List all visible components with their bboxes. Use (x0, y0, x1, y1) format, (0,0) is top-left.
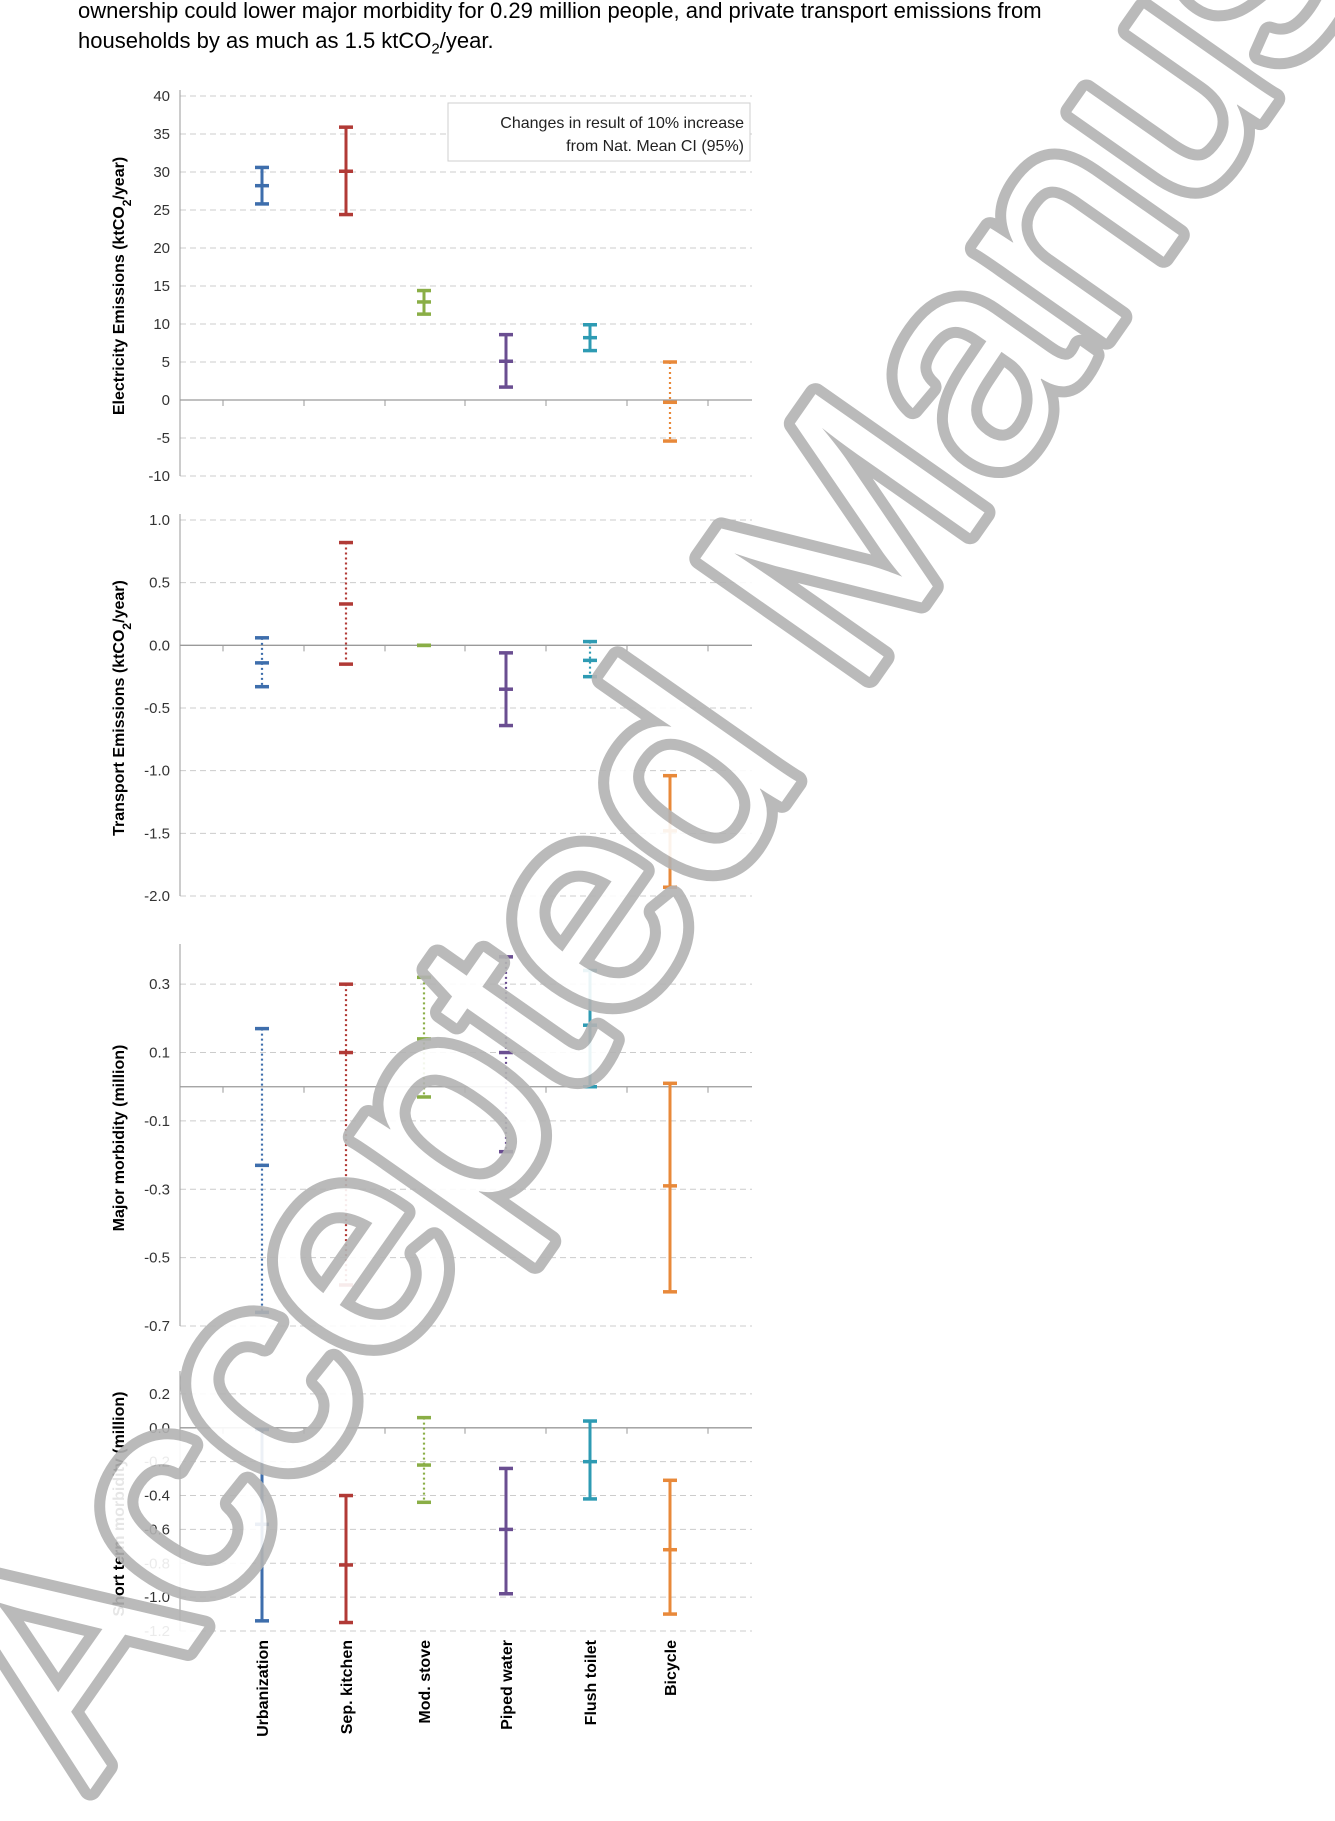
error-bar-urbanization (255, 165, 269, 206)
y-tick-label: -10 (148, 468, 170, 485)
y-tick-label: -0.7 (144, 1318, 170, 1335)
y-tick-label: 0.0 (149, 1420, 170, 1437)
y-axis-label: Major morbidity (million) (111, 1045, 128, 1232)
y-tick-label: 35 (153, 126, 170, 143)
error-bar-bicycle (663, 360, 677, 443)
error-bar-urbanization (255, 1026, 269, 1315)
intro-line-2-subscript: 2 (431, 40, 440, 58)
error-bar-urbanization (255, 1427, 269, 1623)
y-tick-label: -0.5 (144, 1250, 170, 1267)
category-label: Mod. stove (417, 1640, 434, 1724)
y-axis-label-subscript: 2 (120, 199, 134, 206)
y-axis-label-suffix: /year) (111, 157, 128, 200)
error-bar-piped-water (499, 332, 513, 389)
y-axis-label-text: Electricity Emissions (ktCO (111, 206, 128, 415)
y-tick-label: 40 (153, 88, 170, 105)
category-label: Flush toilet (583, 1639, 600, 1725)
y-tick-label: 25 (153, 202, 170, 219)
y-tick-label: 0 (162, 392, 170, 409)
category-label: Sep. kitchen (339, 1640, 356, 1734)
category-labels: Urbanization Sep. kitchen Mod. stove Piped … (255, 1639, 680, 1737)
y-tick-label: -0.5 (144, 700, 170, 717)
error-bar-piped-water (499, 955, 513, 1154)
error-bar-sep-kitchen (339, 982, 353, 1287)
panel-3: 0.3 0.1 -0.1 -0.3 -0.5 -0.7 Major morbidity (m… (111, 944, 752, 1335)
error-bar-sep-kitchen (339, 1493, 353, 1625)
y-tick-label: 5 (162, 354, 170, 371)
y-tick-label: -1.0 (144, 763, 170, 780)
y-tick-label: 30 (153, 164, 170, 181)
error-bar-flush-toilet (583, 968, 597, 1089)
error-bar-bicycle (663, 1478, 677, 1616)
y-tick-label: -1.2 (144, 1623, 170, 1640)
intro-line-1: ownership could lower major morbidity fo… (78, 0, 1042, 23)
error-bar-bicycle (663, 1081, 677, 1294)
error-bar-flush-toilet (583, 323, 597, 353)
y-tick-label: -1.5 (144, 825, 170, 842)
category-label: Urbanization (255, 1640, 272, 1737)
annotation-box (447, 102, 751, 162)
y-tick-label: 20 (153, 240, 170, 257)
y-axis-label-suffix: /year) (111, 580, 128, 623)
panel-4: 0.2 0.0 -0.2 -0.4 -0.6 -0.8 -1.0 -1.2 Short term… (111, 1371, 752, 1640)
error-bar-urbanization (255, 636, 269, 689)
y-tick-label: 0.1 (149, 1045, 170, 1062)
y-tick-label: -2.0 (144, 888, 170, 905)
error-bar-mod-stove (417, 975, 431, 1099)
y-tick-label: -0.2 (144, 1454, 170, 1471)
y-tick-label: -0.3 (144, 1181, 170, 1198)
category-label: Bicycle (663, 1640, 680, 1696)
y-tick-label: 0.5 (149, 575, 170, 592)
error-bar-sep-kitchen (339, 540, 353, 666)
panel-2: 1.0 0.5 0.0 -0.5 -1.0 -1.5 -2.0 Transport Emiss… (111, 512, 752, 905)
error-bar-mod-stove (417, 1415, 431, 1505)
y-axis-label-text: Major morbidity (million) (111, 1045, 128, 1232)
chart-annotation: Changes in result of 10% increase from N… (447, 102, 751, 162)
annotation-line-2: from Nat. Mean CI (95%) (566, 138, 744, 155)
y-tick-label: -1.0 (144, 1589, 170, 1606)
panel-1: 40 35 30 25 20 15 10 5 0 -5 -10 Electricity Emissio… (111, 88, 752, 485)
intro-line-2-text: households by as much as 1.5 ktCO (78, 28, 432, 53)
y-axis-label: Electricity Emissions (ktCO2/year) (111, 157, 134, 415)
intro-paragraph: ownership could lower major morbidity fo… (78, 0, 1278, 64)
y-axis-label: Transport Emissions (ktCO2/year) (111, 580, 134, 836)
y-tick-label: 15 (153, 278, 170, 295)
y-tick-label: -0.8 (144, 1555, 170, 1572)
y-tick-label: 0.3 (149, 976, 170, 993)
error-bar-piped-water (499, 651, 513, 728)
y-axis-label-text: Transport Emissions (ktCO (111, 630, 128, 836)
y-tick-label: -0.1 (144, 1113, 170, 1130)
y-tick-label: -0.6 (144, 1521, 170, 1538)
error-bar-sep-kitchen (339, 125, 353, 217)
chart-panels: 40 35 30 25 20 15 10 5 0 -5 -10 Electricity Emissio… (111, 88, 752, 1640)
y-axis-label: Short term morbidity (million) (111, 1392, 128, 1617)
y-tick-label: 1.0 (149, 512, 170, 529)
annotation-line-1: Changes in result of 10% increase (500, 115, 744, 132)
y-tick-label: 0.2 (149, 1386, 170, 1403)
intro-line-2-suffix: /year. (439, 28, 494, 53)
error-bar-piped-water (499, 1466, 513, 1596)
error-bar-flush-toilet (583, 1419, 597, 1501)
y-axis-label-text: Short term morbidity (million) (111, 1392, 128, 1617)
y-tick-label: -0.4 (144, 1488, 170, 1505)
error-bar-mod-stove (417, 288, 431, 316)
error-bar-flush-toilet (583, 639, 597, 679)
y-tick-label: -5 (157, 430, 170, 447)
y-axis-label-subscript: 2 (120, 623, 134, 630)
y-tick-label: 0.0 (149, 637, 170, 654)
intro-line-2: households by as much as 1.5 ktCO2/year. (78, 26, 1278, 64)
error-bar-bicycle (663, 773, 677, 889)
category-label: Piped water (499, 1640, 516, 1730)
y-tick-label: 10 (153, 316, 170, 333)
